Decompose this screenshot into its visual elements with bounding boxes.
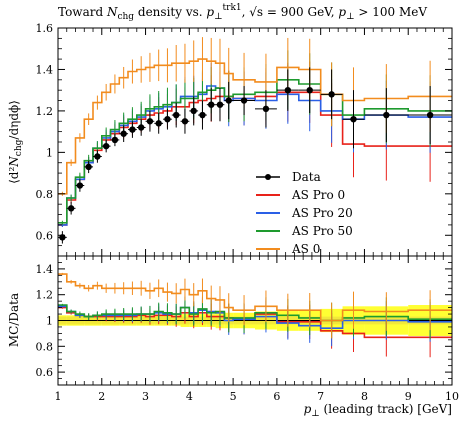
ratio-y-tick-label: 1.4 [36,263,54,276]
data-point [155,120,162,127]
data-point [225,97,232,104]
data-point [262,105,270,113]
x-tick-label: 1 [55,390,62,403]
ratio-plot-panel: 1 2 3 4 5 6 7 8 9 10 0.6 0.8 1 1.2 1.4 [36,255,459,403]
chart-title: Toward Nchg density vs. p⊥trk1, √s = 900… [58,3,427,22]
data-point [190,107,197,115]
legend-label-as-0: AS 0 [291,242,320,256]
data-point [111,136,119,144]
y-tick-label: 1 [46,146,53,159]
y-tick-label: 1.2 [36,105,54,118]
data-point [164,116,171,123]
data-point [129,126,136,133]
y-tick-label: 0.6 [36,229,54,242]
data-point [426,111,434,119]
data-point [208,101,215,108]
x-tick-label: 5 [230,390,237,403]
y-tick-label: 0.8 [36,188,54,201]
x-tick-label: 9 [405,390,412,403]
series-line-as-pro-20 [58,85,452,226]
ratio-y-axis-label: MC/Data [7,293,21,347]
y-tick-label: 1.4 [36,63,54,76]
data-point [120,130,127,137]
main-plot-panel: 0.6 0.8 1 1.2 1.4 1.6 [36,22,453,257]
legend-data-marker [265,174,271,180]
y-axis-label: ⟨d²Nchg/dηdϕ⟩ [7,100,24,184]
x-tick-label: 8 [361,390,368,403]
data-point [284,86,292,94]
data-point [383,111,390,119]
data-point [306,86,313,94]
ratio-frame [57,255,453,386]
x-tick-label: 10 [445,390,459,403]
ratio-y-tick-label: 0.8 [36,340,54,353]
y-tick-label: 1.6 [36,22,54,35]
data-point [85,163,92,171]
ratio-y-tick-label: 1.2 [36,289,54,302]
data-point [67,205,75,212]
data-point [328,91,335,98]
legend-label-as-pro-50: AS Pro 50 [291,224,353,238]
data-point [146,118,154,125]
x-tick-label: 7 [317,390,324,403]
legend-label-data: Data [292,170,321,184]
series-line-as-pro-50 [58,79,452,224]
legend-label-as-pro-20: AS Pro 20 [291,206,353,220]
series-line-as-pro-0 [58,91,452,226]
data-point [76,182,84,189]
x-tick-label: 3 [142,390,149,403]
data-point [173,111,180,119]
data-point [94,153,101,160]
data-point [199,111,206,119]
x-tick-label: 4 [186,390,193,403]
x-tick-label: 6 [273,390,280,403]
data-point [216,101,224,108]
ratio-y-tick-label: 1 [46,315,53,328]
ratio-line-as-0 [58,273,452,322]
ratio-line-as-pro-50 [58,304,452,322]
ratio-y-tick-label: 0.6 [36,366,54,379]
x-tick-label: 2 [98,390,105,403]
series-line-as-0 [58,58,452,195]
data-point [240,97,248,104]
legend: Data AS Pro 0 AS Pro 20 AS Pro 50 AS 0 [256,170,353,256]
data-point [137,124,145,131]
data-point [181,118,189,125]
data-point [102,142,110,150]
legend-label-as-pro-0: AS Pro 0 [291,188,345,202]
data-point [350,116,357,123]
x-axis-label: p⊥ (leading track) [GeV] [304,402,452,419]
